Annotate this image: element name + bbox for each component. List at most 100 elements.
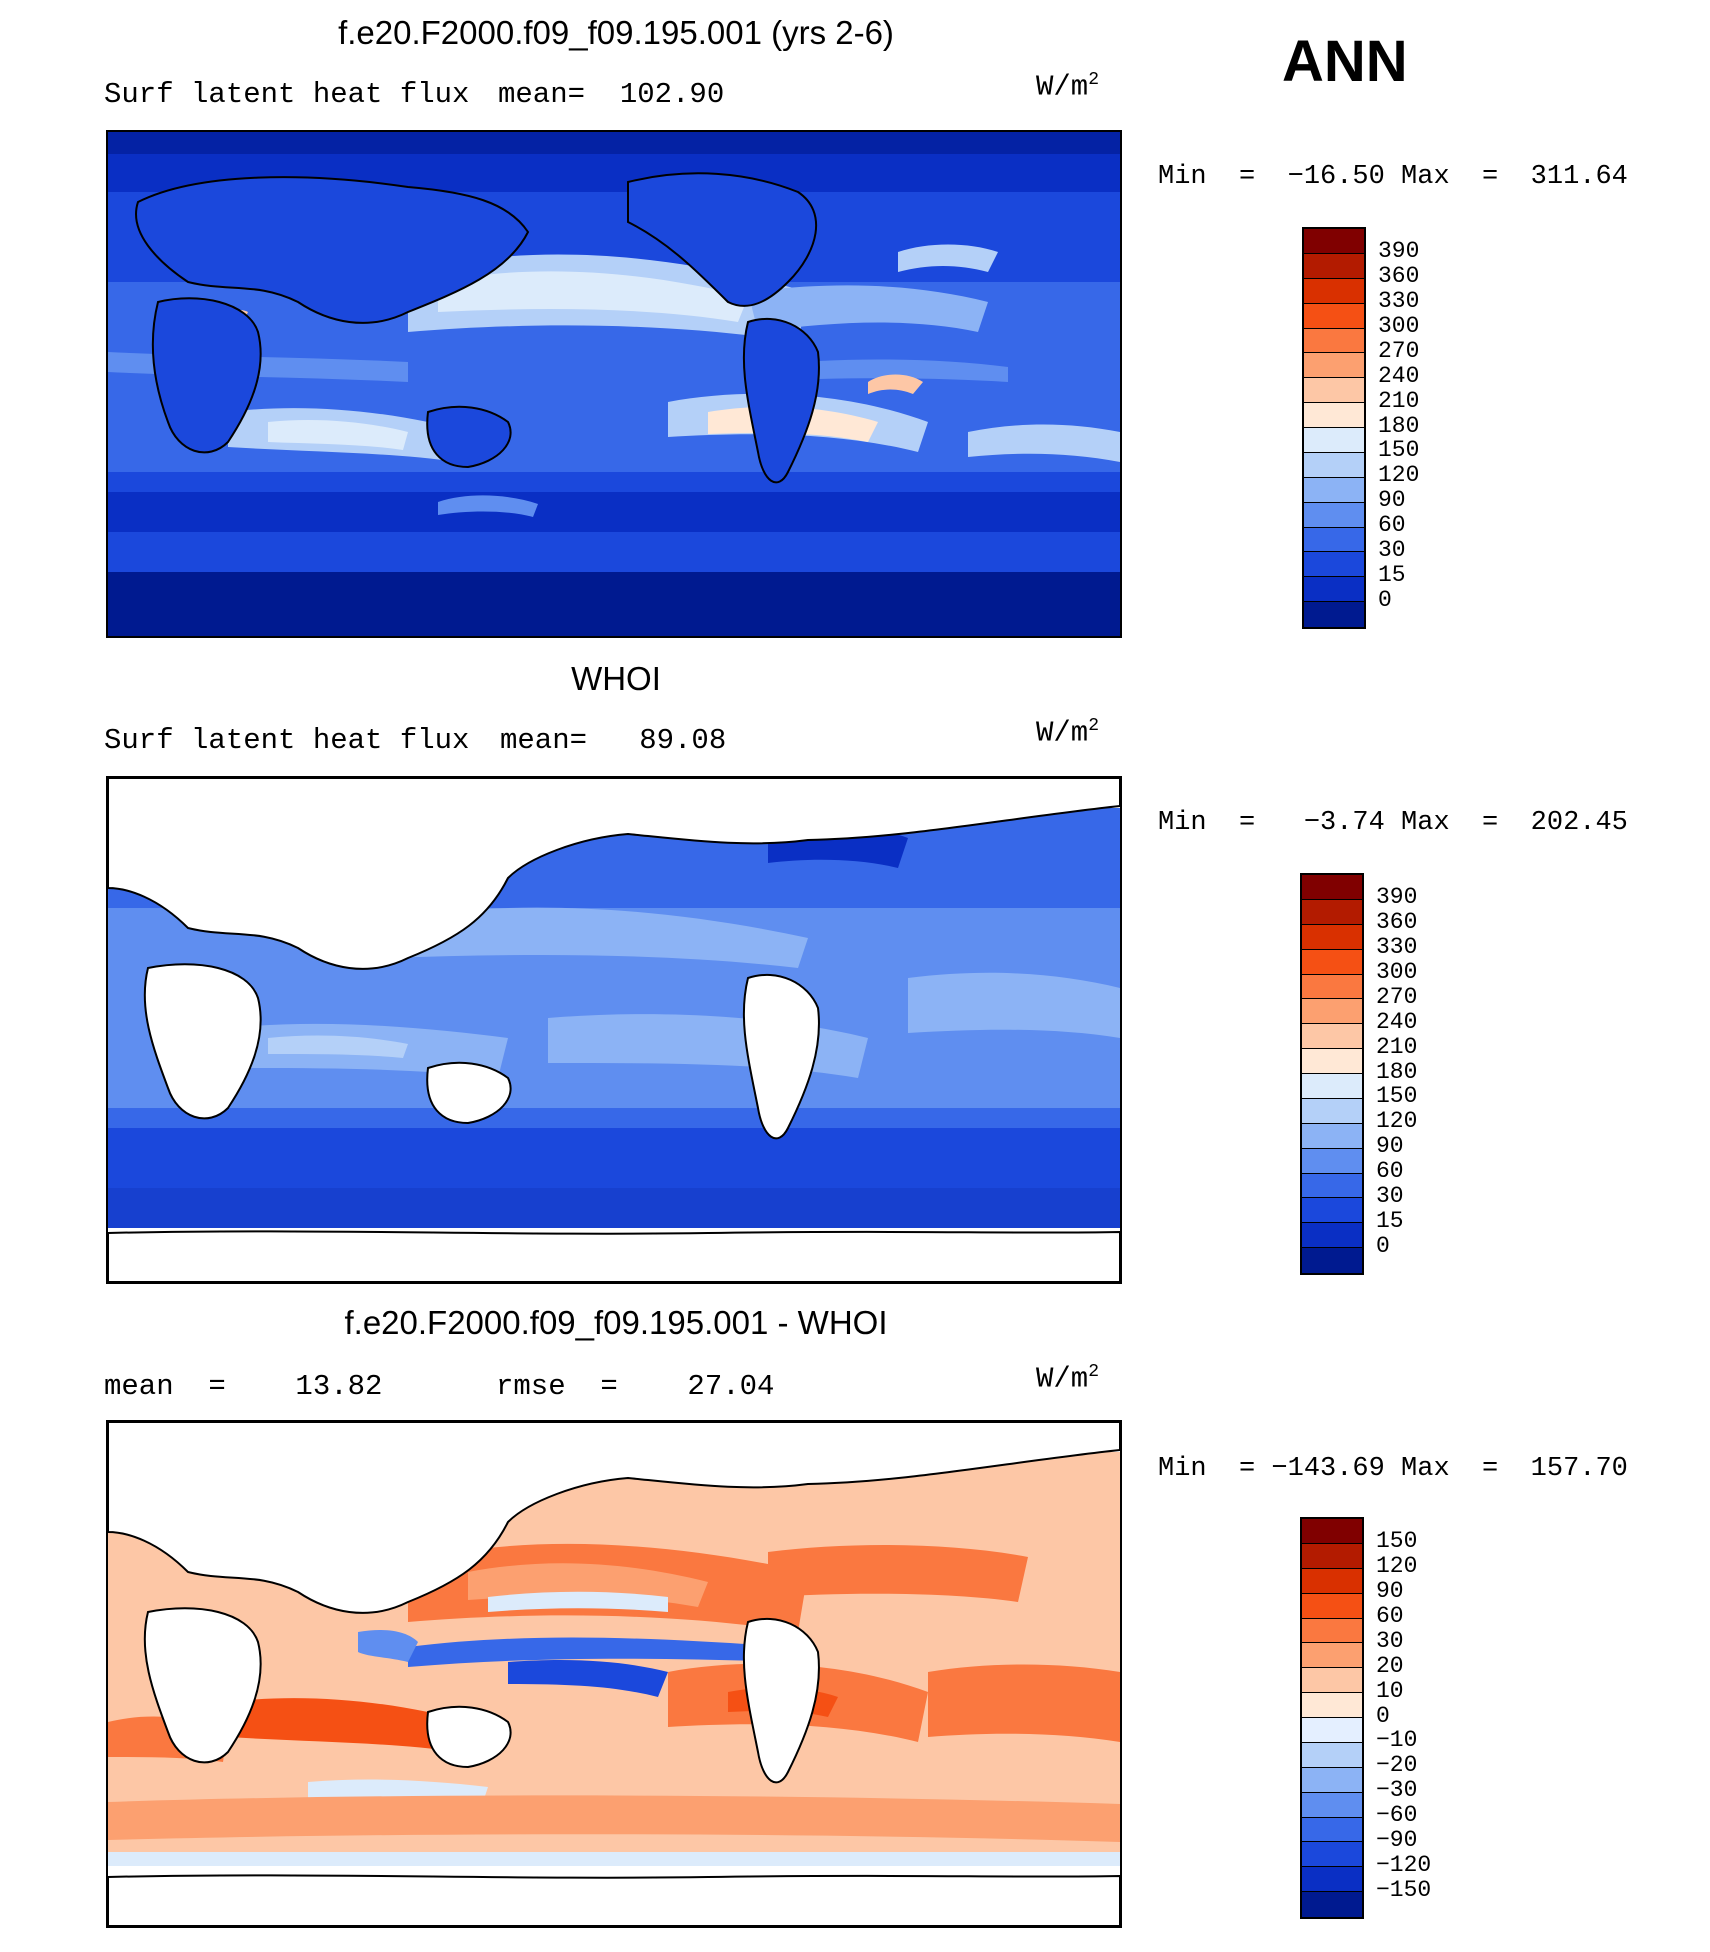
colorbar-swatch: [1302, 1668, 1362, 1694]
colorbar-swatch: [1302, 1248, 1362, 1273]
colorbar-tick-label: 210: [1378, 387, 1420, 414]
colorbar-tick-label: 90: [1376, 1578, 1404, 1605]
colorbar-swatch: [1302, 1767, 1362, 1793]
colorbar-tick-label: 30: [1376, 1182, 1404, 1209]
colorbar-swatch: [1302, 1693, 1362, 1718]
panel-1-variable-label: Surf latent heat flux: [104, 78, 470, 111]
colorbar-tick-label: 240: [1376, 1008, 1418, 1035]
colorbar-swatch: [1302, 1519, 1362, 1544]
colorbar-swatch: [1304, 452, 1364, 478]
colorbar-swatch: [1302, 1198, 1362, 1224]
colorbar-swatch: [1302, 1223, 1362, 1249]
panel-2-colorbar: [1300, 873, 1364, 1275]
colorbar-swatch: [1304, 229, 1364, 254]
panel-2-variable-label: Surf latent heat flux: [104, 724, 470, 757]
panel-1-mean-label: mean= 102.90: [498, 78, 725, 111]
panel-3-minmax: Min = −143.69 Max = 157.70: [1158, 1454, 1628, 1484]
colorbar-swatch: [1302, 1024, 1362, 1050]
colorbar-swatch: [1302, 1718, 1362, 1743]
colorbar-tick-label: 360: [1378, 263, 1420, 290]
colorbar-swatch: [1302, 1074, 1362, 1099]
colorbar-tick-label: 60: [1376, 1158, 1404, 1184]
colorbar-swatch: [1302, 1643, 1362, 1669]
colorbar-swatch: [1304, 502, 1364, 528]
colorbar-swatch: [1302, 949, 1362, 975]
colorbar-tick-label: 150: [1378, 437, 1420, 464]
colorbar-swatch: [1304, 552, 1364, 578]
colorbar-tick-label: −10: [1376, 1727, 1418, 1754]
colorbar-tick-label: 270: [1376, 983, 1418, 1010]
colorbar-swatch: [1304, 577, 1364, 603]
panel-2-units: W/m2: [1036, 716, 1100, 750]
colorbar-tick-label: 60: [1378, 512, 1406, 538]
colorbar-swatch: [1304, 253, 1364, 279]
colorbar-swatch: [1302, 1842, 1362, 1868]
colorbar-swatch: [1304, 477, 1364, 503]
colorbar-swatch: [1302, 1148, 1362, 1174]
colorbar-tick-label: 210: [1376, 1033, 1418, 1060]
colorbar-tick-label: 0: [1376, 1702, 1390, 1729]
colorbar-swatch: [1302, 974, 1362, 1000]
colorbar-tick-label: −120: [1376, 1851, 1432, 1878]
colorbar-tick-label: 15: [1376, 1207, 1404, 1234]
panel-1-minmax: Min = −16.50 Max = 311.64: [1158, 162, 1628, 192]
colorbar-swatch: [1304, 428, 1364, 453]
colorbar-swatch: [1304, 303, 1364, 329]
colorbar-tick-label: 0: [1376, 1232, 1390, 1259]
colorbar-tick-label: 120: [1376, 1108, 1418, 1135]
colorbar-tick-label: 15: [1378, 561, 1406, 588]
colorbar-swatch: [1302, 1173, 1362, 1199]
colorbar-tick-label: −30: [1376, 1777, 1418, 1804]
colorbar-swatch: [1302, 1792, 1362, 1818]
colorbar-tick-label: 60: [1376, 1603, 1404, 1629]
panel-3-units: W/m2: [1036, 1362, 1100, 1396]
panel-3-title: f.e20.F2000.f09_f09.195.001 - WHOI: [344, 1304, 888, 1341]
colorbar-swatch: [1302, 1049, 1362, 1074]
panel-2-minmax: Min = −3.74 Max = 202.45: [1158, 808, 1628, 838]
colorbar-tick-label: 150: [1376, 1528, 1418, 1555]
panel-3-colorbar: [1300, 1517, 1364, 1919]
colorbar-swatch: [1302, 875, 1362, 900]
panel-3-colorbar-ticks: 150 120 90 60 30 20 10 0 −10 −20 −30 −60 −90 −120 −150: [1376, 1517, 1486, 1919]
colorbar-tick-label: 300: [1378, 313, 1420, 339]
colorbar-tick-label: 180: [1378, 412, 1420, 439]
colorbar-tick-label: 30: [1376, 1627, 1404, 1654]
panel-2-title: WHOI: [571, 660, 661, 697]
colorbar-tick-label: 0: [1378, 586, 1392, 613]
panel-1-title: f.e20.F2000.f09_f09.195.001 (yrs 2-6): [338, 14, 894, 51]
colorbar-swatch: [1302, 1817, 1362, 1843]
colorbar-swatch: [1304, 602, 1364, 627]
colorbar-swatch: [1304, 353, 1364, 379]
colorbar-swatch: [1302, 1123, 1362, 1149]
colorbar-tick-label: 150: [1376, 1083, 1418, 1110]
panel-3-rmse-label: rmse = 27.04: [496, 1370, 775, 1403]
colorbar-tick-label: 20: [1376, 1652, 1404, 1679]
colorbar-tick-label: 180: [1376, 1058, 1418, 1085]
colorbar-swatch: [1302, 1098, 1362, 1124]
colorbar-tick-label: 360: [1376, 909, 1418, 936]
colorbar-swatch: [1302, 924, 1362, 950]
season-label: ANN: [1282, 29, 1408, 94]
colorbar-tick-label: −150: [1376, 1876, 1432, 1903]
colorbar-swatch: [1304, 328, 1364, 354]
colorbar-swatch: [1302, 999, 1362, 1025]
colorbar-swatch: [1302, 1618, 1362, 1644]
colorbar-tick-label: −60: [1376, 1802, 1418, 1828]
colorbar-swatch: [1302, 1543, 1362, 1569]
colorbar-tick-label: 240: [1378, 362, 1420, 389]
panel-3-map: [106, 1420, 1122, 1928]
colorbar-swatch: [1302, 1892, 1362, 1917]
colorbar-tick-label: 10: [1376, 1677, 1404, 1704]
colorbar-tick-label: 270: [1378, 337, 1420, 364]
colorbar-swatch: [1302, 1867, 1362, 1893]
colorbar-tick-label: 120: [1378, 462, 1420, 489]
colorbar-swatch: [1304, 527, 1364, 553]
colorbar-swatch: [1302, 1742, 1362, 1768]
colorbar-tick-label: 330: [1376, 934, 1418, 961]
panel-2-colorbar-ticks: 390 360 330 300 270 240 210 180 150 120 90 60 30 15 0: [1376, 873, 1476, 1275]
panel-2-map: [106, 776, 1122, 1284]
panel-1-colorbar: [1302, 227, 1366, 629]
colorbar-tick-label: −90: [1376, 1826, 1418, 1853]
panel-1-units: W/m2: [1036, 70, 1100, 104]
colorbar-tick-label: −20: [1376, 1752, 1418, 1779]
